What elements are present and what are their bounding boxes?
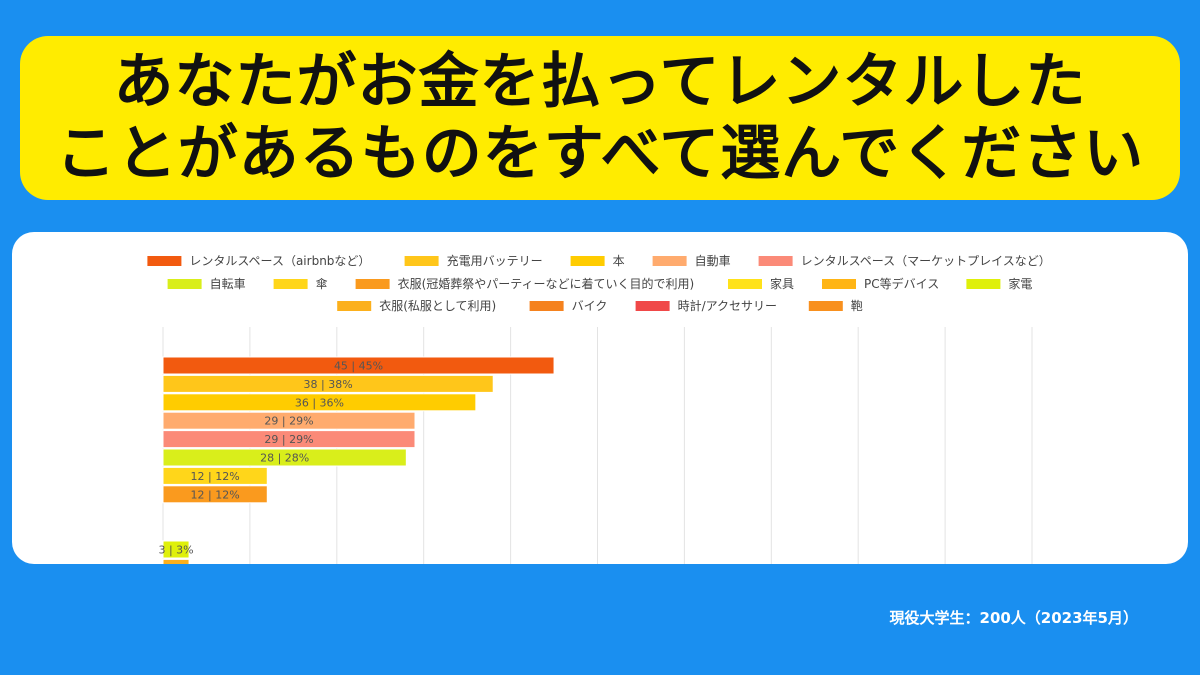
bar-data-label: 28 | 28% <box>260 452 309 465</box>
legend-swatch <box>758 256 793 266</box>
bar-data-label: 3 | 3% <box>158 544 193 557</box>
bar-data-label: 29 | 29% <box>264 433 313 446</box>
legend-label: 本 <box>613 254 625 268</box>
title-line-2: ことがあるものをすべて選んでください <box>55 119 1145 189</box>
legend-swatch <box>635 301 670 311</box>
bar <box>162 540 190 559</box>
legend-label: 家電 <box>1008 276 1032 291</box>
legend-label: 充電用バッテリー <box>447 253 543 268</box>
bar-data-label: 36 | 36% <box>295 396 344 409</box>
legend-label: 自転車 <box>210 277 246 291</box>
bar-data-label: 38 | 38% <box>304 378 353 391</box>
title-banner: あなたがお金を払ってレンタルした ことがあるものをすべて選んでください <box>20 36 1180 200</box>
bar-data-label: 12 | 12% <box>191 470 240 483</box>
legend-label: 自動車 <box>695 254 731 268</box>
footer-note: 現役大学生：200人（2023年5月） <box>889 609 1139 627</box>
legend-swatch <box>728 279 762 289</box>
legend-label: 鞄 <box>851 299 863 313</box>
bar <box>162 485 268 504</box>
bar-data-label: 29 | 29% <box>264 415 313 428</box>
legend-label: 家具 <box>770 276 794 291</box>
chart-card: レンタルスペース（airbnbなど） 充電用バッテリー 本 自動車 レンタルスペース（マ… <box>12 232 1188 564</box>
legend-swatch <box>822 279 856 289</box>
bar <box>162 393 477 412</box>
legend-label: PC等デバイス <box>864 276 939 291</box>
bar-data-label: 12 | 12% <box>191 488 240 501</box>
legend-swatch <box>147 256 182 266</box>
legend-swatch <box>337 301 372 311</box>
bar <box>162 430 416 449</box>
bar-data-label: 3 | 3% <box>158 562 193 564</box>
legend-label: レンタルスペース（airbnbなど） <box>189 254 370 268</box>
legend-swatch <box>167 279 202 289</box>
legend-label: バイク <box>572 299 608 313</box>
legend-label: 傘 <box>316 277 328 291</box>
legend-swatch <box>966 279 1001 289</box>
legend-label: 衣服(冠婚葬祭やパーティーなどに着ていく目的で利用) <box>398 276 695 291</box>
legend-swatch <box>652 256 687 266</box>
bar <box>162 356 555 375</box>
bar <box>162 411 416 430</box>
title-line-1: あなたがお金を払ってレンタルした <box>113 47 1087 117</box>
legend-label: 衣服(私服として利用) <box>379 298 496 313</box>
bar <box>162 466 268 485</box>
legend-label: 時計/アクセサリー <box>678 298 777 313</box>
legend-label: レンタルスペース（マーケットプレイスなど） <box>801 254 1051 268</box>
legend-swatch <box>355 279 390 289</box>
bar <box>162 374 494 393</box>
bar-chart: レンタルスペース（airbnbなど） 充電用バッテリー 本 自動車 レンタルスペース（マ… <box>147 253 1051 564</box>
legend-swatch <box>404 256 439 266</box>
legend-swatch <box>570 256 605 266</box>
legend-swatch <box>808 301 843 311</box>
bar-data-label: 45 | 45% <box>334 360 383 373</box>
legend-swatch <box>529 301 564 311</box>
bar <box>162 448 407 467</box>
legend-swatch <box>273 279 308 289</box>
bar <box>162 558 190 564</box>
